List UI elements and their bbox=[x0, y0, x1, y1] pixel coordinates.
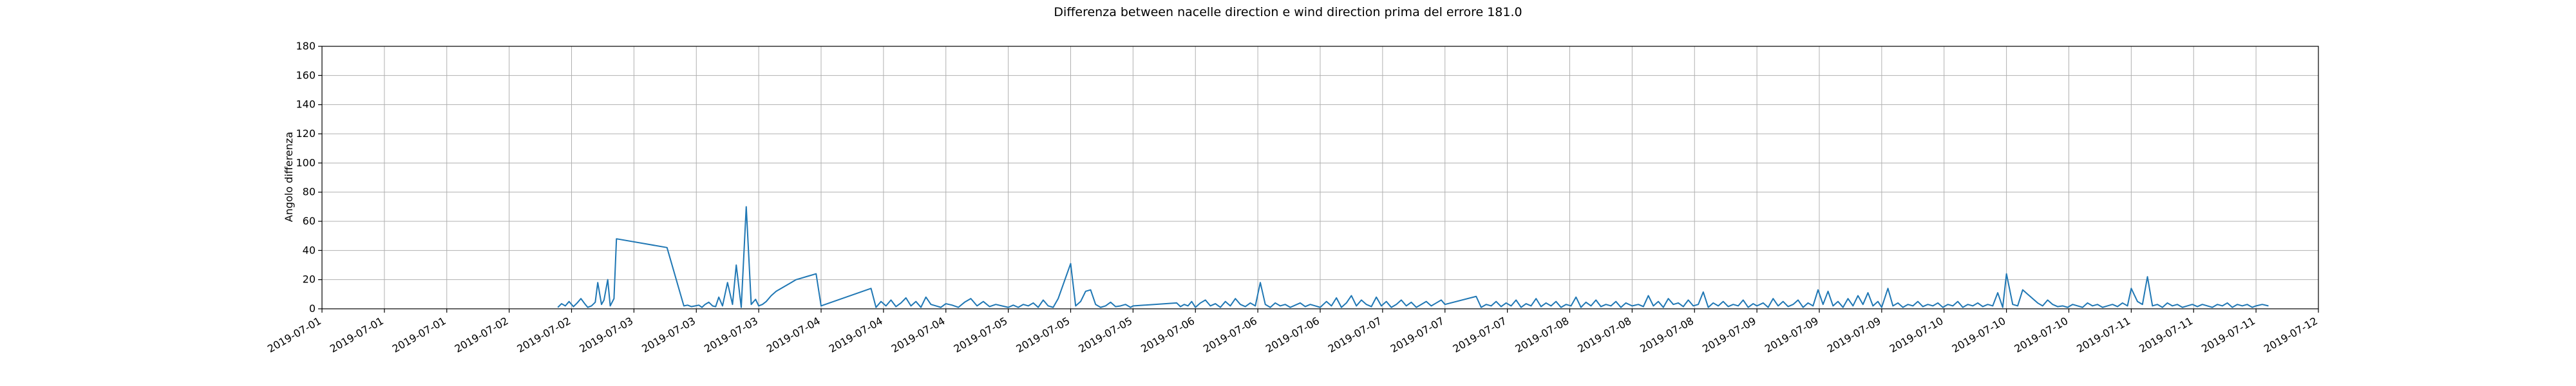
x-tick-label: 2019-07-07 bbox=[1326, 315, 1384, 355]
y-tick-label: 120 bbox=[296, 127, 316, 140]
x-tick-label: 2019-07-02 bbox=[453, 315, 511, 355]
x-tick-label: 2019-07-01 bbox=[390, 315, 448, 355]
y-tick-label: 160 bbox=[296, 69, 316, 81]
x-tick-label: 2019-07-06 bbox=[1201, 315, 1259, 355]
y-tick-label: 0 bbox=[309, 302, 316, 315]
y-tick-label: 20 bbox=[303, 273, 316, 286]
x-tick-label: 2019-07-09 bbox=[1700, 315, 1758, 355]
x-tick-label: 2019-07-11 bbox=[2074, 315, 2132, 355]
y-tick-label: 60 bbox=[303, 215, 316, 227]
x-tick-label: 2019-07-01 bbox=[328, 315, 386, 355]
x-tick-label: 2019-07-04 bbox=[827, 315, 885, 355]
x-tick-label: 2019-07-07 bbox=[1388, 315, 1446, 355]
chart-title: Differenza between nacelle direction e w… bbox=[1054, 5, 1522, 19]
x-axis: 2019-07-01 2019-07-01 2019-07-01 2019-07-02… bbox=[265, 309, 2320, 355]
x-tick-label: 2019-07-03 bbox=[702, 315, 760, 355]
x-tick-label: 2019-07-03 bbox=[639, 315, 697, 355]
x-tick-label: 2019-07-08 bbox=[1513, 315, 1571, 355]
y-axis: 0 20 40 60 80 100 120 140 160 180 bbox=[296, 40, 322, 315]
x-tick-label: 2019-07-04 bbox=[889, 315, 947, 355]
x-tick-label: 2019-07-02 bbox=[515, 315, 573, 355]
grid-layer bbox=[321, 46, 2319, 309]
y-tick-label: 180 bbox=[296, 40, 316, 52]
x-tick-label: 2019-07-05 bbox=[952, 315, 1010, 355]
x-tick-label: 2019-07-06 bbox=[1264, 315, 1321, 355]
plot-area-frame bbox=[321, 46, 2319, 309]
y-tick-label: 100 bbox=[296, 156, 316, 169]
x-tick-label: 2019-07-05 bbox=[1076, 315, 1134, 355]
x-tick-label: 2019-07-09 bbox=[1763, 315, 1821, 355]
x-tick-label: 2019-07-08 bbox=[1575, 315, 1633, 355]
x-tick-label: 2019-07-10 bbox=[1888, 315, 1946, 355]
x-tick-label: 2019-07-12 bbox=[2262, 315, 2320, 355]
x-tick-label: 2019-07-04 bbox=[764, 315, 822, 355]
x-tick-label: 2019-07-03 bbox=[577, 315, 635, 355]
x-tick-label: 2019-07-11 bbox=[2137, 315, 2195, 355]
y-tick-label: 140 bbox=[296, 98, 316, 111]
x-tick-label: 2019-07-05 bbox=[1014, 315, 1072, 355]
x-tick-label: 2019-07-07 bbox=[1451, 315, 1509, 355]
y-tick-label: 80 bbox=[303, 186, 316, 198]
x-tick-label: 2019-07-08 bbox=[1638, 315, 1696, 355]
y-tick-label: 40 bbox=[303, 244, 316, 256]
x-tick-label: 2019-07-11 bbox=[2199, 315, 2257, 355]
y-axis-label: Angolo differenza bbox=[283, 132, 295, 222]
x-tick-label: 2019-07-10 bbox=[1950, 315, 2008, 355]
x-tick-label: 2019-07-09 bbox=[1825, 315, 1883, 355]
x-tick-label: 2019-07-10 bbox=[2012, 315, 2070, 355]
series-layer bbox=[557, 206, 2269, 308]
x-tick-label: 2019-07-01 bbox=[265, 315, 323, 355]
series-line bbox=[557, 206, 2269, 308]
x-tick-label: 2019-07-06 bbox=[1139, 315, 1197, 355]
